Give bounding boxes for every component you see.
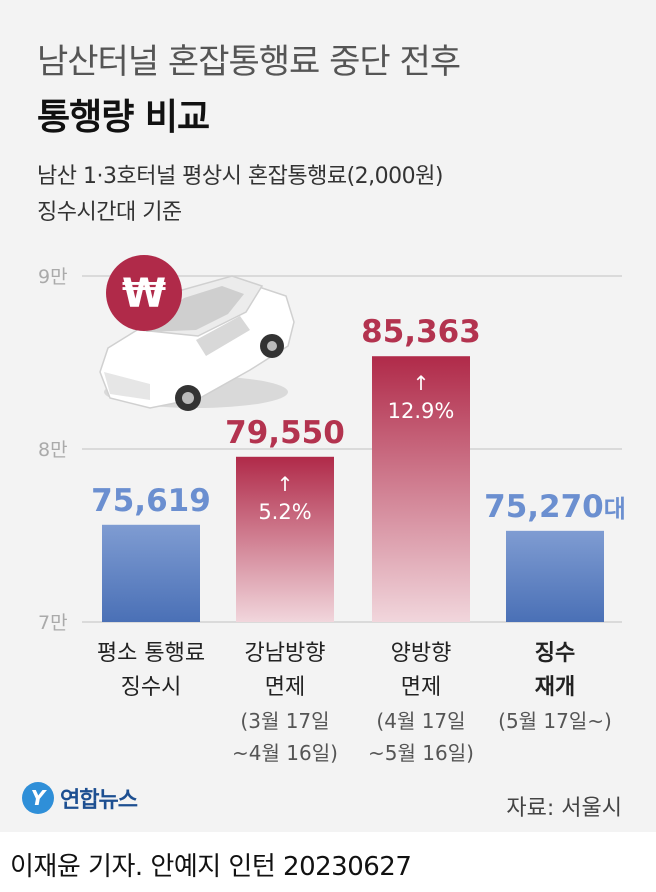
- data-label: 75,619: [91, 483, 211, 519]
- bar: [372, 356, 470, 622]
- source-note: 자료: 서울시: [506, 796, 622, 821]
- y-tick-label: 8만: [38, 439, 68, 461]
- category-label: 징수시: [121, 675, 182, 700]
- chart-panel: 남산터널 혼잡통행료 중단 전후 통행량 비교 남산 1·3호터널 평상시 혼잡…: [0, 0, 656, 832]
- car-icon: [99, 275, 295, 411]
- change-label: 5.2%: [258, 500, 311, 524]
- category-label: 평소 통행료: [97, 641, 205, 666]
- change-arrow: ↑: [413, 371, 430, 395]
- category-date: (3월 17일: [240, 709, 329, 733]
- category-label: 징수: [535, 641, 575, 666]
- change-label: 12.9%: [388, 399, 455, 423]
- chart-subtitle-bold: 통행량 비교: [37, 97, 210, 138]
- data-label: 75,270대: [484, 489, 626, 525]
- chart-note-line1: 남산 1·3호터널 평상시 혼잡통행료(2,000원): [37, 164, 443, 189]
- bar: [506, 530, 604, 622]
- chart-title: 남산터널 혼잡통행료 중단 전후: [37, 42, 461, 82]
- category-label: 면제: [265, 675, 305, 700]
- yonhap-logo-text: 연합뉴스: [60, 788, 138, 813]
- won-coin-icon: ₩: [106, 255, 182, 331]
- category-label: 재개: [535, 675, 575, 700]
- change-arrow: ↑: [277, 472, 294, 496]
- bar: [102, 524, 200, 622]
- data-label: 79,550: [225, 415, 345, 451]
- byline: 이재윤 기자. 안예지 인턴 20230627: [10, 852, 412, 882]
- chart-note-line2: 징수시간대 기준: [37, 200, 182, 225]
- category-label: 양방향: [391, 641, 452, 666]
- y-tick-label: 7만: [38, 612, 68, 634]
- yonhap-logo-mark: Y: [22, 782, 54, 814]
- y-tick-label: 9만: [38, 266, 68, 288]
- category-date: ~4월 16일): [232, 741, 338, 765]
- yonhap-logo: Y 연합뉴스: [22, 782, 138, 814]
- category-label: 면제: [401, 675, 441, 700]
- svg-text:₩: ₩: [122, 271, 166, 317]
- bar: [236, 456, 334, 622]
- category-date: (4월 17일: [376, 709, 465, 733]
- data-label: 85,363: [361, 314, 481, 350]
- category-date: ~5월 16일): [368, 741, 474, 765]
- category-date: (5월 17일~): [498, 709, 612, 733]
- category-label: 강남방향: [245, 641, 326, 666]
